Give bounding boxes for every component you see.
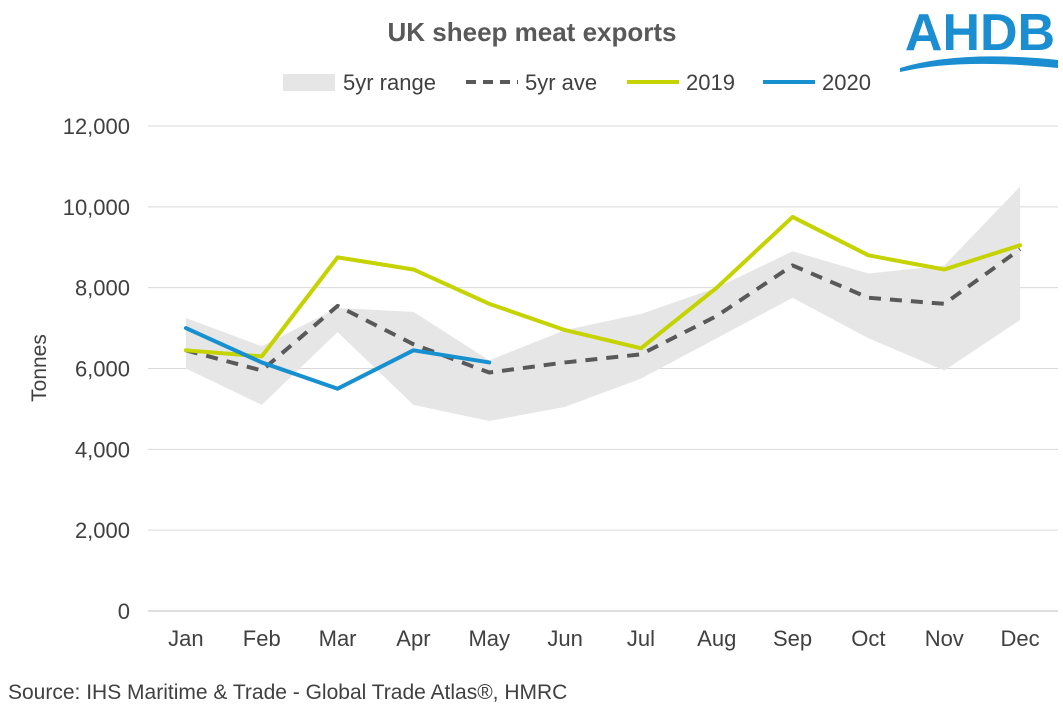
x-tick-label: May — [468, 626, 510, 651]
x-tick-label: Dec — [1001, 626, 1040, 651]
x-tick-label: Feb — [243, 626, 281, 651]
y-tick-label: 10,000 — [63, 195, 130, 220]
x-tick-label: Apr — [396, 626, 430, 651]
y-tick-label: 6,000 — [75, 357, 130, 382]
x-tick-label: Sep — [773, 626, 812, 651]
y-tick-label: 12,000 — [63, 114, 130, 139]
chart-title: UK sheep meat exports — [388, 17, 677, 47]
range-layer — [185, 186, 1021, 422]
legend: 5yr range 5yr ave 2019 2020 — [283, 70, 871, 95]
y-tick-label: 8,000 — [75, 276, 130, 301]
range-area — [185, 186, 1021, 422]
legend-label-range: 5yr range — [343, 70, 436, 95]
axis-layer: 0 2,000 4,000 6,000 8,000 10,000 12,000 Jan Feb M… — [63, 114, 1040, 651]
series-layer — [183, 214, 1023, 391]
x-tick-label: Mar — [319, 626, 357, 651]
series-line-2019 — [183, 214, 1023, 359]
x-tick-label: Aug — [697, 626, 736, 651]
logo-text: AHDB — [905, 4, 1055, 62]
legend-label-5yr-ave: 5yr ave — [525, 70, 597, 95]
series-line-2020 — [183, 326, 492, 391]
ahdb-logo: AHDB — [900, 4, 1058, 72]
legend-swatch-range — [283, 74, 335, 91]
x-tick-label: Jan — [168, 626, 203, 651]
y-tick-label: 0 — [118, 599, 130, 624]
x-tick-label: Oct — [851, 626, 885, 651]
source-note: Source: IHS Maritime & Trade - Global Tr… — [8, 681, 567, 704]
legend-label-2020: 2020 — [822, 70, 871, 95]
y-axis-label: Tonnes — [28, 334, 51, 402]
logo-wave-icon — [900, 56, 1058, 72]
y-tick-label: 2,000 — [75, 518, 130, 543]
legend-label-2019: 2019 — [686, 70, 735, 95]
x-tick-label: Nov — [925, 626, 964, 651]
x-tick-label: Jul — [627, 626, 655, 651]
x-tick-label: Jun — [547, 626, 582, 651]
y-tick-label: 4,000 — [75, 437, 130, 462]
